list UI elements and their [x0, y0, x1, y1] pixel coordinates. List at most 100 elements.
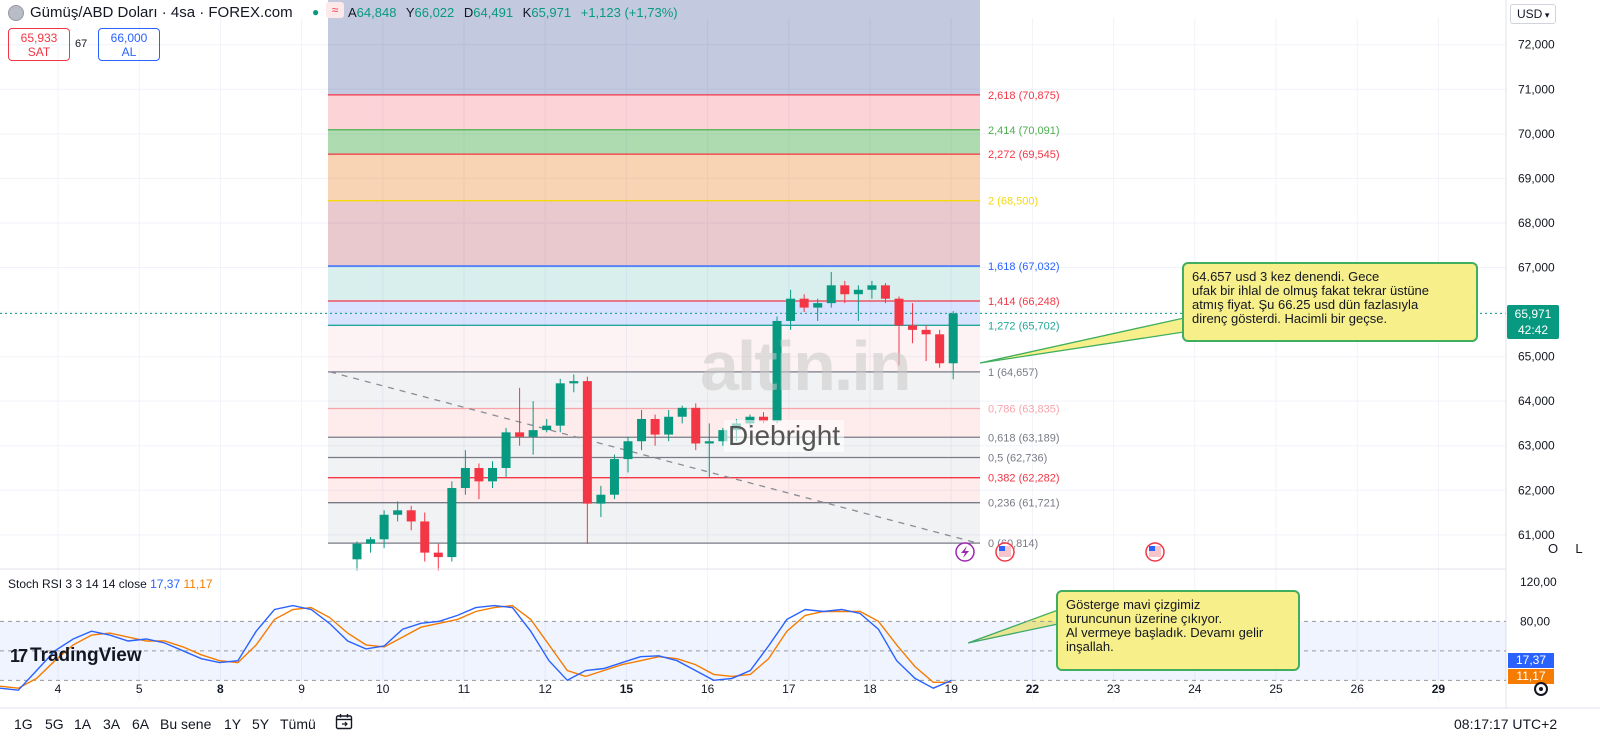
- candle-body: [826, 285, 836, 304]
- stoch-rsi-title: Stoch RSI 3 3 14 14 close: [8, 577, 147, 591]
- watermark-logo: altin.in: [700, 327, 912, 405]
- fib-label: 1,414 (66,248): [988, 296, 1060, 308]
- utc-clock[interactable]: 08:17:17 UTC+2: [1454, 716, 1558, 732]
- open-value: 64,848: [356, 5, 397, 20]
- buy-label: AL: [121, 45, 137, 59]
- time-axis-tick: 25: [1269, 682, 1283, 696]
- price-axis-tick: 68,000: [1518, 216, 1555, 230]
- log-scale-button[interactable]: O: [1547, 541, 1559, 556]
- range-button-1y[interactable]: 1Y: [224, 716, 242, 732]
- time-axis-tick: 8: [217, 682, 224, 696]
- fib-label: 1,272 (65,702): [988, 320, 1060, 332]
- stoch-rsi-legend[interactable]: Stoch RSI 3 3 14 14 close 17,37 11,17: [8, 577, 213, 591]
- time-axis-tick: 5: [136, 682, 143, 696]
- candle-body: [433, 552, 443, 558]
- stoch-d-value: 11,17: [183, 577, 213, 591]
- sell-button[interactable]: 65,933 SAT: [8, 28, 70, 61]
- high-value: 66,022: [414, 5, 455, 20]
- low-label: D: [463, 5, 474, 20]
- fib-label: 2,414 (70,091): [988, 125, 1060, 137]
- stoch-k-line: [0, 604, 952, 691]
- candle-body: [596, 494, 606, 504]
- currency-select[interactable]: USD: [1510, 4, 1557, 24]
- symbol-title[interactable]: Gümüş/ABD Doları · 4sa · FOREX.com: [8, 4, 293, 21]
- time-axis-tick: 10: [376, 682, 390, 696]
- fib-zone-top: [328, 0, 980, 95]
- range-button-all[interactable]: Tümü: [280, 716, 316, 732]
- linear-scale-button[interactable]: L: [1575, 541, 1583, 556]
- range-button-5y[interactable]: 5Y: [252, 716, 270, 732]
- us-flag-stripes-icon: [999, 546, 1011, 557]
- stoch-k-tag: 17,37: [1508, 653, 1554, 668]
- candle-body: [447, 488, 457, 558]
- price-axis-tick: 62,000: [1518, 483, 1555, 497]
- range-button-ytd[interactable]: Bu sene: [160, 716, 212, 732]
- candle-body: [786, 298, 796, 321]
- time-axis-tick: 4: [55, 682, 62, 696]
- candle-body: [935, 334, 945, 364]
- stoch-k-value: 17,37: [150, 577, 181, 591]
- candle-body: [379, 514, 389, 540]
- watermark-sub: Diebright: [724, 420, 845, 452]
- fib-zone: [328, 502, 980, 544]
- fib-label: 1,618 (67,032): [988, 261, 1060, 273]
- settings-gear-icon[interactable]: [1534, 682, 1548, 696]
- candle-body: [867, 285, 877, 290]
- candle-body: [948, 313, 958, 364]
- fib-zone: [328, 94, 980, 130]
- range-button-3m[interactable]: 3A: [103, 716, 121, 732]
- delayed-data-icon[interactable]: ≈: [326, 2, 344, 18]
- price-axis-tick: 67,000: [1518, 260, 1555, 274]
- candle-body: [623, 441, 633, 460]
- range-button-1m[interactable]: 1A: [74, 716, 92, 732]
- range-button-5d[interactable]: 5G: [45, 716, 64, 732]
- time-axis-tick: 9: [298, 682, 305, 696]
- fib-label: 0,618 (63,189): [988, 432, 1060, 444]
- time-axis-tick: 12: [539, 682, 553, 696]
- candle-body: [813, 303, 823, 308]
- time-axis-tick: 26: [1351, 682, 1365, 696]
- candle-body: [880, 285, 890, 299]
- candle-body: [718, 430, 728, 442]
- candle-body: [569, 381, 579, 384]
- ohlc-values: A64,848 Y66,022 D64,491 K65,971 +1,123 (…: [348, 5, 684, 20]
- time-axis-tick: 22: [1026, 682, 1040, 696]
- range-button-1d[interactable]: 1G: [14, 716, 33, 732]
- price-axis-tick: 64,000: [1518, 394, 1555, 408]
- price-axis-tick: 69,000: [1518, 171, 1555, 185]
- candle-body: [691, 407, 701, 444]
- candle-body: [759, 416, 768, 422]
- candle-body: [921, 329, 931, 335]
- candle-body: [515, 432, 525, 437]
- candle-body: [542, 425, 552, 431]
- bar-countdown: 42:42: [1517, 323, 1549, 337]
- time-axis-tick: 24: [1188, 682, 1202, 696]
- tradingview-logo-text: TradingView: [30, 645, 142, 666]
- fib-zone: [328, 437, 980, 458]
- buy-price: 66,000: [110, 31, 148, 45]
- sell-label: SAT: [27, 45, 51, 59]
- high-label: Y: [405, 5, 415, 20]
- fib-zone: [328, 266, 980, 301]
- fib-label: 0,236 (61,721): [988, 498, 1060, 510]
- change-value: +1,123 (+1,73%): [580, 5, 678, 20]
- analysis-note-stoch[interactable]: Gösterge mavi çizgimiz turuncunun üzerin…: [1056, 590, 1300, 671]
- fib-zone: [328, 457, 980, 478]
- tradingview-logo: 17 TradingView: [10, 645, 142, 667]
- fib-zone: [328, 200, 980, 267]
- price-axis-tick: 61,000: [1518, 528, 1555, 542]
- stoch-axis-tick: 80,00: [1520, 614, 1550, 628]
- stoch-axis-tick: 120,00: [1520, 575, 1557, 589]
- low-value: 64,491: [473, 5, 514, 20]
- time-axis-tick: 17: [782, 682, 796, 696]
- buy-button[interactable]: 66,000 AL: [98, 28, 160, 61]
- range-button-6m[interactable]: 6A: [132, 716, 150, 732]
- last-price: 65,971: [1514, 307, 1552, 321]
- candle-body: [609, 459, 619, 495]
- last-price-tag: 65,971 42:42: [1507, 305, 1559, 339]
- calendar-icon[interactable]: [335, 713, 353, 730]
- fib-label: 0,786 (63,835): [988, 404, 1060, 416]
- analysis-note-main[interactable]: 64.657 usd 3 kez denendi. Gece ufak bir …: [1182, 262, 1478, 342]
- open-label: A: [348, 5, 357, 20]
